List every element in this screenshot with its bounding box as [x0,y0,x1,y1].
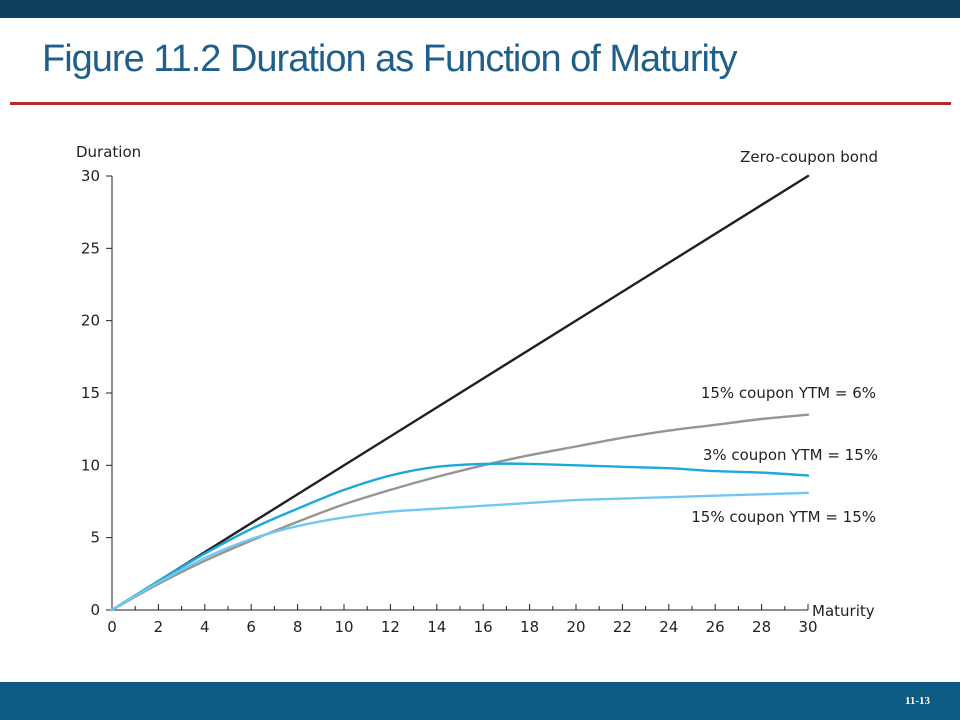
x-tick-label: 12 [381,618,400,636]
series-line-15pct-coupon-ytm-6pct [110,413,810,612]
x-tick-label: 22 [613,618,632,636]
x-axis-label: Maturity [812,602,875,620]
x-tick-label: 26 [706,618,725,636]
y-tick-label: 20 [81,312,100,330]
x-tick-label: 4 [200,618,210,636]
title-divider [10,102,951,105]
series-lines [110,174,810,612]
x-tick-label: 20 [566,618,585,636]
footer-bar: 11-13 [0,682,960,720]
x-tick-label: 18 [520,618,539,636]
y-tick-label: 15 [81,384,100,402]
y-axis-label: Duration [76,143,141,161]
slide-number: 11-13 [904,695,930,707]
series-line-3pct-coupon-ytm-15pct [110,462,810,612]
x-tick-label: 24 [659,618,678,636]
slide-title: Figure 11.2 Duration as Function of Matu… [42,38,738,80]
x-tick-label: 16 [474,618,493,636]
series-label-3pct-coupon-ytm-15pct: 3% coupon YTM = 15% [703,446,878,464]
x-tick-label: 6 [246,618,256,636]
axes: 0 2 4 6 8 10 12 14 16 18 20 22 24 26 28 30051015202530D… [76,143,875,636]
x-tick-label: 14 [427,618,446,636]
x-tick-label: 30 [798,618,817,636]
x-tick-label: 2 [154,618,164,636]
series-label-15pct-coupon-ytm-15pct: 15% coupon YTM = 15% [691,508,876,526]
x-tick-label: 10 [334,618,353,636]
series-label-zero-coupon-bond: Zero-coupon bond [740,148,878,166]
x-tick-label: 28 [752,618,771,636]
header-bar [0,0,960,18]
y-tick-label: 10 [81,456,100,474]
series-line-15pct-coupon-ytm-15pct [110,491,810,612]
x-tick-label: 0 [107,618,117,636]
series-labels: Zero-coupon bond 15% coupon YTM = 6% 3% co… [691,148,878,526]
y-tick-label: 25 [81,239,100,257]
x-tick-label: 8 [293,618,303,636]
duration-maturity-chart: 0 2 4 6 8 10 12 14 16 18 20 22 24 26 28 30051015202530D… [76,143,878,636]
y-tick-label: 5 [90,529,100,547]
series-label-15pct-coupon-ytm-6pct: 15% coupon YTM = 6% [701,384,876,402]
y-tick-label: 0 [90,601,100,619]
series-line-zero-coupon-bond [110,174,810,612]
y-tick-label: 30 [81,167,100,185]
